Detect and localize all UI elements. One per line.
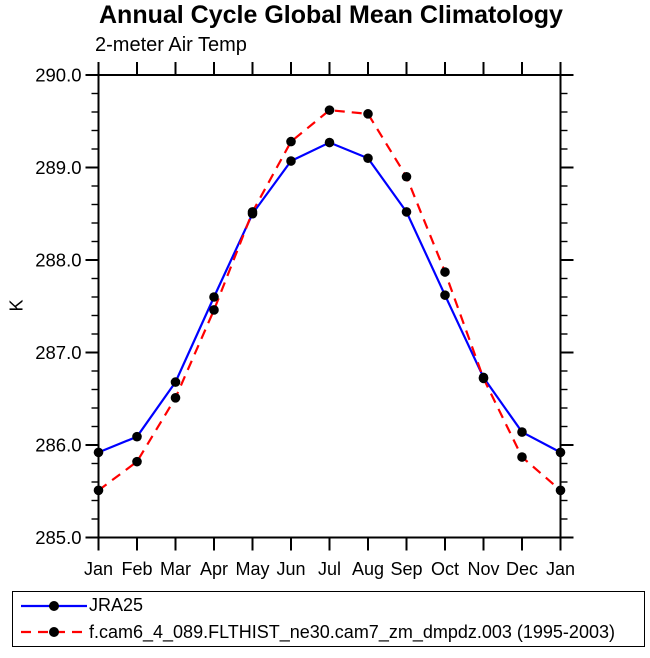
svg-text:Apr: Apr <box>200 559 228 579</box>
svg-text:287.0: 287.0 <box>35 342 81 363</box>
svg-text:Sep: Sep <box>390 559 422 579</box>
svg-text:May: May <box>235 559 269 579</box>
svg-text:Mar: Mar <box>160 559 191 579</box>
legend-line-dashed-icon <box>21 627 87 638</box>
svg-text:Nov: Nov <box>467 559 499 579</box>
svg-text:290.0: 290.0 <box>35 65 81 86</box>
legend-marker-icon <box>49 627 59 638</box>
chart-title: Annual Cycle Global Mean Climatology <box>99 1 563 29</box>
svg-text:285.0: 285.0 <box>35 527 81 548</box>
svg-text:Jan: Jan <box>546 559 575 579</box>
svg-text:289.0: 289.0 <box>35 157 81 178</box>
legend-item-model: f.cam6_4_089.FLTHIST_ne30.cam7_zm_dmpdz.… <box>17 620 644 645</box>
svg-text:Dec: Dec <box>506 559 538 579</box>
svg-text:Jan: Jan <box>84 559 113 579</box>
legend-label-series2: f.cam6_4_089.FLTHIST_ne30.cam7_zm_dmpdz.… <box>89 621 615 642</box>
svg-text:Oct: Oct <box>431 559 459 579</box>
legend-label-series1: JRA25 <box>89 595 144 616</box>
svg-text:Feb: Feb <box>121 559 152 579</box>
svg-text:288.0: 288.0 <box>35 250 81 271</box>
legend: JRA25 f.cam6_4_089.FLTHIST_ne30.cam7_zm_… <box>12 591 645 647</box>
legend-line-solid-icon <box>21 600 87 611</box>
chart-subtitle: 2-meter Air Temp <box>95 34 247 56</box>
svg-text:Jul: Jul <box>318 559 341 579</box>
svg-text:Jun: Jun <box>276 559 305 579</box>
legend-marker-icon <box>49 600 59 611</box>
legend-item-jra25: JRA25 <box>17 593 644 618</box>
svg-text:Aug: Aug <box>352 559 384 579</box>
svg-text:286.0: 286.0 <box>35 435 81 456</box>
